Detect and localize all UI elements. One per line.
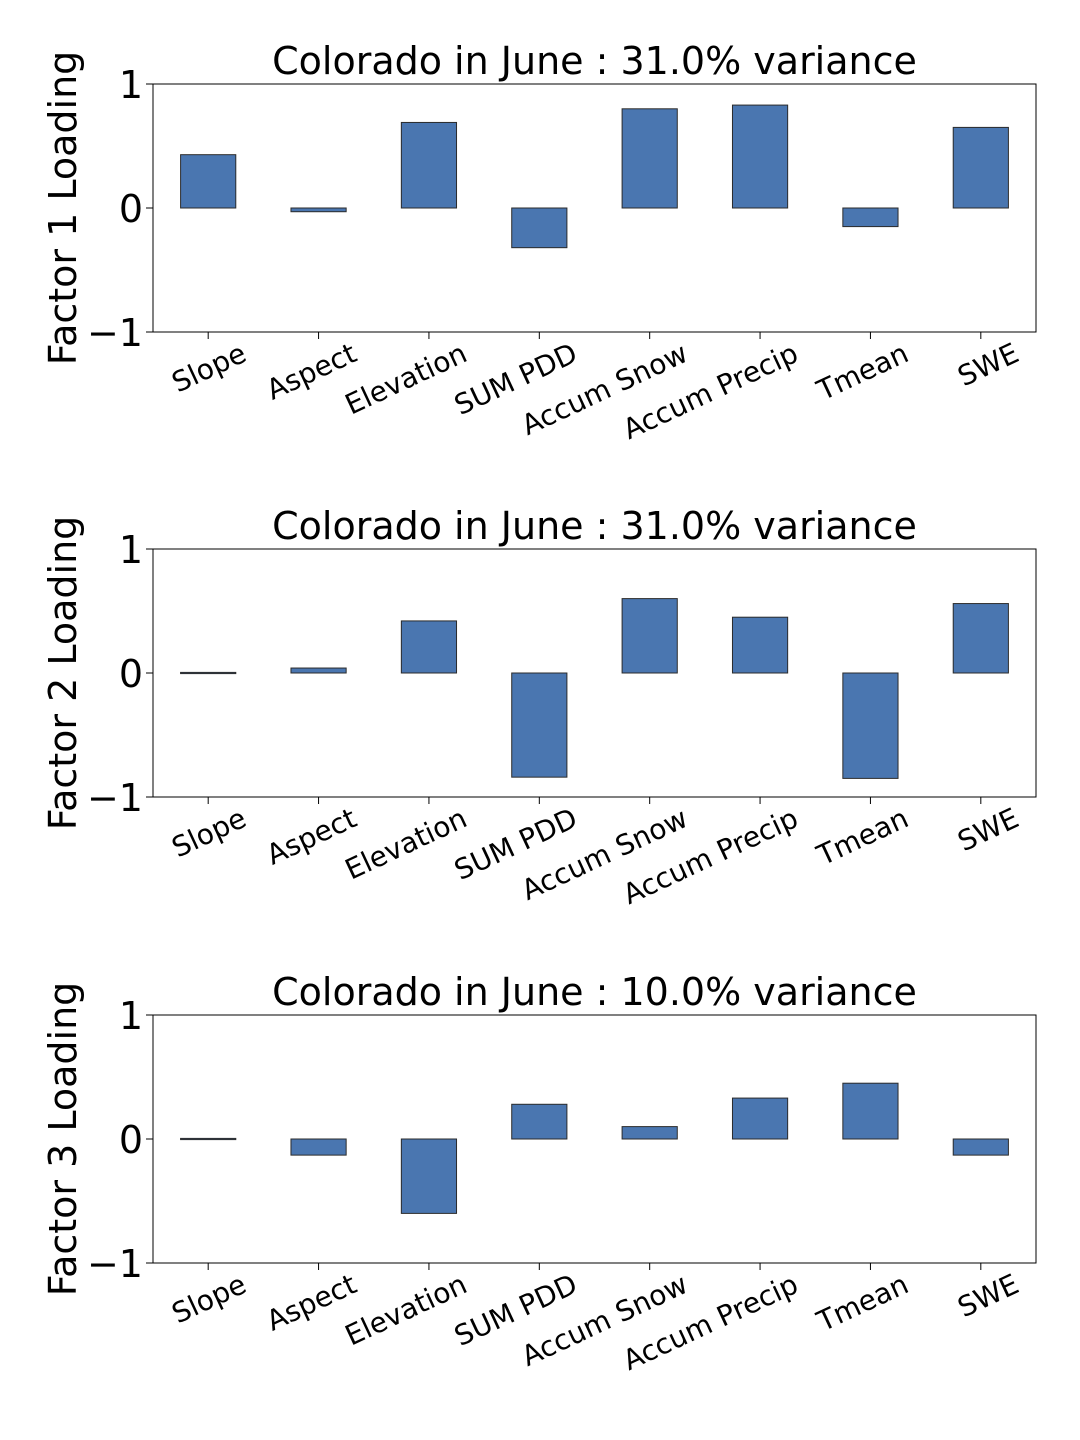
bar-sum-pdd xyxy=(511,1103,568,1140)
x-tick-label: SWE xyxy=(953,1267,1024,1324)
bar-slope xyxy=(180,1137,237,1141)
y-tick-label: −1 xyxy=(87,311,143,355)
bar-aspect xyxy=(290,1138,347,1156)
bar-accum-precip xyxy=(731,1097,789,1140)
bar-elevation xyxy=(400,121,458,209)
bar-swe xyxy=(952,126,1009,209)
bar-accum-precip xyxy=(731,104,789,209)
x-tick-label: Elevation xyxy=(340,801,472,886)
x-tick-label: Tmean xyxy=(811,336,913,407)
bar-accum-snow xyxy=(621,108,678,209)
bar-accum-snow xyxy=(621,1126,678,1140)
x-tick-label: SWE xyxy=(953,801,1024,858)
x-tick-label: Tmean xyxy=(811,801,913,872)
y-axis-label: Factor 3 Loading xyxy=(41,982,85,1297)
chart-title: Colorado in June : 10.0% variance xyxy=(272,970,917,1014)
bar-tmean xyxy=(842,672,899,779)
bar-aspect xyxy=(290,207,347,213)
bar-elevation xyxy=(400,620,458,674)
bar-sum-pdd xyxy=(511,672,568,778)
x-tick-label: Tmean xyxy=(811,1267,913,1338)
bar-tmean xyxy=(842,1082,899,1140)
y-tick-label: 1 xyxy=(119,994,143,1038)
bar-swe xyxy=(952,1138,1009,1156)
y-tick-label: 1 xyxy=(119,63,143,107)
x-tick-label: SWE xyxy=(953,336,1024,393)
bar-aspect xyxy=(290,667,347,674)
x-tick-label: Slope xyxy=(167,336,251,399)
axes-frame xyxy=(152,548,1037,798)
bar-slope xyxy=(180,671,237,675)
y-tick-label: 0 xyxy=(119,652,143,696)
x-tick-label: Slope xyxy=(167,801,251,864)
bar-accum-precip xyxy=(731,616,789,674)
y-tick-label: −1 xyxy=(87,1242,143,1286)
y-tick-label: 0 xyxy=(119,1118,143,1162)
bar-accum-snow xyxy=(621,598,678,674)
bar-elevation xyxy=(400,1138,458,1214)
bar-slope xyxy=(180,154,237,209)
chart-title: Colorado in June : 31.0% variance xyxy=(272,504,917,548)
x-tick-label: Elevation xyxy=(340,1267,472,1352)
bar-sum-pdd xyxy=(511,207,568,249)
bar-tmean xyxy=(842,207,899,228)
x-tick-label: Elevation xyxy=(340,336,472,421)
y-tick-label: −1 xyxy=(87,776,143,820)
y-tick-label: 0 xyxy=(119,187,143,231)
y-axis-label: Factor 2 Loading xyxy=(41,516,85,831)
y-tick-label: 1 xyxy=(119,528,143,572)
bar-swe xyxy=(952,603,1009,674)
y-axis-label: Factor 1 Loading xyxy=(41,51,85,366)
axes-frame xyxy=(152,83,1037,333)
x-tick-label: Slope xyxy=(167,1267,251,1330)
axes-frame xyxy=(152,1014,1037,1264)
chart-title: Colorado in June : 31.0% variance xyxy=(272,39,917,83)
